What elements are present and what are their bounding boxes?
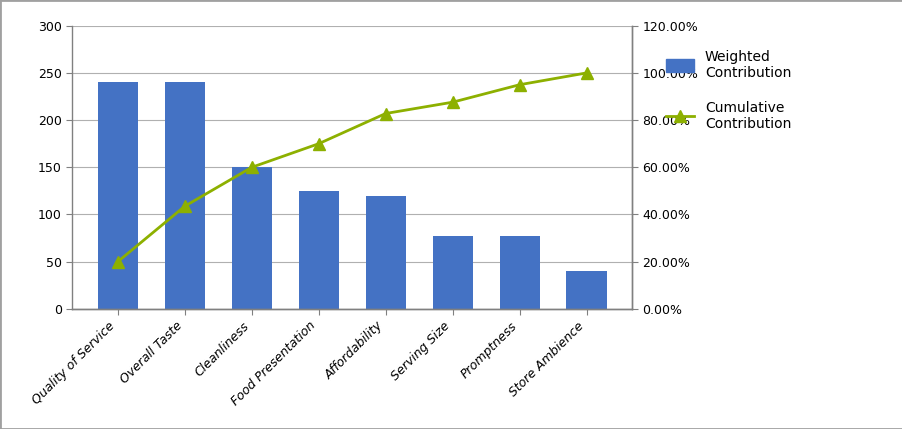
Bar (299, 191, 338, 309)
Legend: Weighted
Contribution, Cumulative
Contribution: Weighted Contribution, Cumulative Contri… (666, 50, 790, 131)
Bar (164, 82, 205, 309)
Bar (566, 271, 606, 309)
Bar (365, 196, 405, 309)
Bar (97, 82, 138, 309)
Bar (232, 167, 272, 309)
Bar (499, 236, 539, 309)
Bar (432, 236, 472, 309)
